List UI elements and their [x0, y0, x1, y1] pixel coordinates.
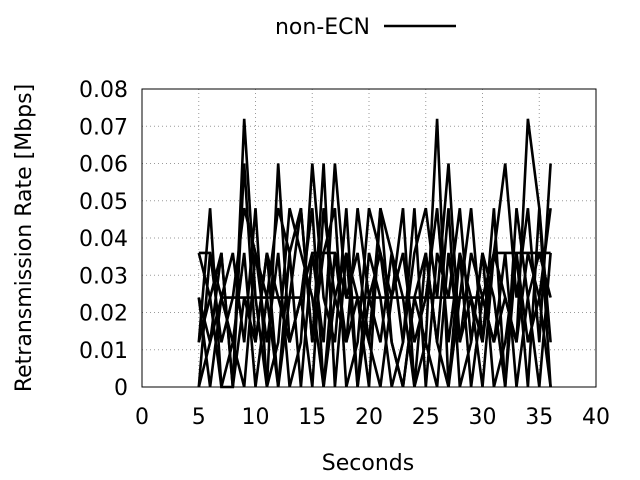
y-axis-title: Retransmission Rate [Mbps]: [12, 84, 37, 392]
series-layer: [197, 118, 552, 389]
y-tick-label: 0.07: [79, 115, 128, 140]
series-line-7: [197, 208, 552, 388]
legend-label: non-ECN: [275, 15, 370, 40]
y-tick-labels: 0 0.01 0.02 0.03 0.04 0.05 0.06 0.07 0.08: [79, 78, 128, 401]
x-tick-labels: 0 5 10 15 20 25 30 35 40: [135, 405, 610, 430]
y-tick-label: 0.02: [79, 302, 128, 327]
series-line-6: [197, 207, 552, 388]
y-tick-label: 0.01: [79, 339, 128, 364]
legend: non-ECN: [275, 15, 456, 40]
plot-frame: [141, 88, 597, 388]
series-line-5: [197, 163, 552, 388]
y-tick-label: 0.03: [79, 264, 128, 289]
x-tick-label: 25: [412, 405, 440, 430]
y-tick-label: 0.06: [79, 153, 128, 178]
x-tick-label: 30: [469, 405, 497, 430]
y-tick-label: 0.05: [79, 190, 128, 215]
y-tick-label: 0: [114, 376, 128, 401]
x-tick-label: 40: [582, 405, 610, 430]
x-tick-label: 0: [135, 405, 149, 430]
x-tick-label: 20: [355, 405, 383, 430]
x-tick-label: 15: [298, 405, 326, 430]
x-tick-label: 10: [242, 405, 270, 430]
x-axis-title: Seconds: [322, 451, 414, 476]
x-tick-label: 35: [525, 405, 553, 430]
y-tick-label: 0.08: [79, 78, 128, 103]
x-tick-label: 5: [192, 405, 206, 430]
y-tick-label: 0.04: [79, 227, 128, 252]
series-line-8: [197, 207, 552, 388]
